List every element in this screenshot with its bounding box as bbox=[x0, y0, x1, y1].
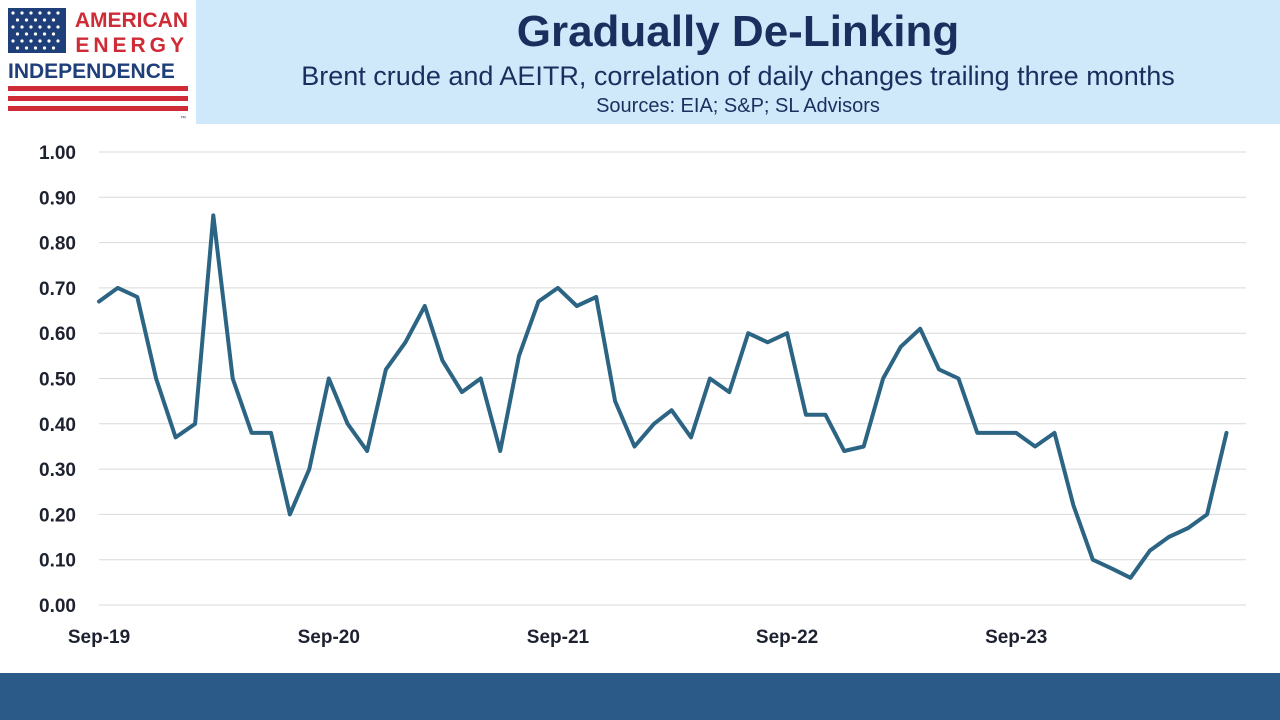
y-tick-label: 1.00 bbox=[39, 143, 76, 164]
flag-logo-icon: AMERICAN ENERGY INDEPENDENCE ™ bbox=[8, 8, 188, 122]
x-tick-label: Sep-22 bbox=[756, 627, 818, 648]
footer-bar bbox=[0, 673, 1280, 720]
y-tick-label: 0.40 bbox=[39, 415, 76, 436]
logo-line-american: AMERICAN bbox=[75, 9, 188, 32]
x-axis: Sep-19 Sep-20 Sep-21 Sep-22 Sep-23 bbox=[68, 627, 1048, 648]
series-layer bbox=[97, 213, 1229, 580]
logo-stripe bbox=[8, 86, 188, 91]
y-tick-label: 0.60 bbox=[39, 324, 76, 345]
sources-note: Sources: EIA; S&P; SL Advisors bbox=[596, 95, 880, 117]
x-tick-label: Sep-20 bbox=[298, 627, 360, 648]
logo-stripe bbox=[8, 96, 188, 101]
y-tick-label: 0.90 bbox=[39, 188, 76, 209]
y-tick-label: 0.50 bbox=[39, 370, 76, 391]
x-tick-label: Sep-23 bbox=[985, 627, 1047, 648]
x-tick-label: Sep-21 bbox=[527, 627, 590, 648]
y-tick-label: 0.10 bbox=[39, 551, 76, 572]
y-axis: 1.00 0.90 0.80 0.70 0.60 0.50 0.40 0.30 0.20 0.10… bbox=[39, 143, 76, 617]
chart-subtitle: Brent crude and AEITR, correlation of da… bbox=[301, 61, 1175, 91]
logo-line-independence: INDEPENDENCE bbox=[8, 60, 175, 83]
gridlines bbox=[99, 151, 1246, 606]
logo-line-energy: ENERGY bbox=[75, 34, 188, 57]
y-tick-label: 0.80 bbox=[39, 234, 76, 255]
american-energy-independence-logo: AMERICAN ENERGY INDEPENDENCE ™ bbox=[0, 0, 196, 124]
logo-stripe bbox=[8, 106, 188, 111]
logo-trademark: ™ bbox=[180, 115, 186, 122]
y-tick-label: 0.20 bbox=[39, 505, 76, 526]
header-banner bbox=[196, 0, 1280, 124]
correlation-line-chart: 1.00 0.90 0.80 0.70 0.60 0.50 0.40 0.30 0.20 0.10… bbox=[39, 143, 1246, 648]
correlation-series-line bbox=[97, 213, 1229, 580]
x-tick-label: Sep-19 bbox=[68, 627, 130, 648]
y-tick-label: 0.30 bbox=[39, 460, 76, 481]
page-title: Gradually De-Linking bbox=[516, 7, 960, 56]
y-tick-label: 0.70 bbox=[39, 279, 76, 300]
y-tick-label: 0.00 bbox=[39, 596, 76, 617]
